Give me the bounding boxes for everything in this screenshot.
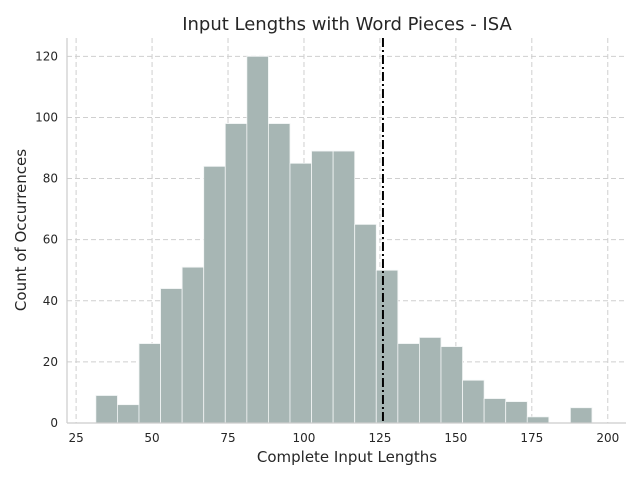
histogram-bar — [483, 398, 507, 424]
x-tick-label: 25 — [68, 431, 83, 445]
x-tick-label: 150 — [444, 431, 467, 445]
y-axis-ticks: 0 20 40 60 80 100 120 — [35, 49, 58, 430]
histogram-bar — [419, 337, 442, 424]
y-tick-label: 0 — [50, 416, 58, 430]
histogram-bar — [289, 162, 312, 424]
histogram-bar — [375, 269, 399, 424]
y-tick-label: 120 — [35, 49, 58, 63]
y-tick-label: 40 — [43, 294, 58, 308]
x-tick-label: 75 — [220, 431, 235, 445]
histogram-bar — [246, 55, 269, 424]
histogram-bar — [332, 150, 356, 424]
histogram-bar — [138, 343, 161, 424]
x-tick-label: 50 — [144, 431, 159, 445]
histogram-bar — [570, 407, 593, 424]
chart-title: Input Lengths with Word Pieces - ISA — [182, 14, 512, 35]
x-tick-label: 100 — [293, 431, 316, 445]
y-tick-label: 20 — [43, 355, 58, 369]
histogram-bar — [311, 150, 334, 424]
histogram-bar — [203, 165, 226, 424]
histogram-bar — [224, 123, 248, 424]
y-tick-label: 60 — [43, 233, 58, 247]
histogram-bar — [505, 401, 528, 424]
y-tick-label: 100 — [35, 110, 58, 124]
x-tick-label: 175 — [520, 431, 543, 445]
y-axis-label: Count of Occurrences — [12, 149, 30, 311]
histogram-bar — [181, 266, 205, 424]
histogram-bar — [268, 123, 291, 424]
histogram-bar — [462, 379, 485, 424]
x-axis-ticks: 25 50 75 100 125 150 175 200 — [68, 431, 619, 445]
y-tick-label: 80 — [43, 172, 58, 186]
x-axis-label: Complete Input Lengths — [257, 448, 437, 466]
histogram-bar — [95, 395, 118, 424]
histogram-bar — [354, 223, 377, 424]
histogram-bar — [160, 288, 183, 424]
histogram-bars — [95, 55, 593, 424]
histogram-bar — [440, 346, 463, 424]
x-tick-label: 125 — [368, 431, 391, 445]
histogram-bar — [117, 404, 140, 424]
x-tick-label: 200 — [596, 431, 619, 445]
histogram-bar — [397, 343, 420, 424]
histogram-bar — [526, 416, 550, 424]
